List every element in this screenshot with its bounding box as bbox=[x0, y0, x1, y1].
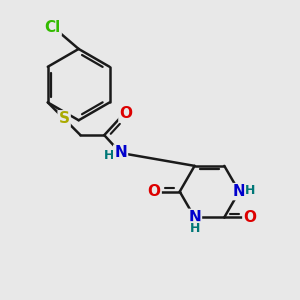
Text: H: H bbox=[190, 222, 200, 235]
Text: S: S bbox=[58, 111, 70, 126]
Text: O: O bbox=[119, 106, 132, 121]
Text: N: N bbox=[114, 146, 127, 160]
Text: O: O bbox=[148, 184, 161, 199]
Text: H: H bbox=[245, 184, 256, 196]
Text: O: O bbox=[243, 210, 256, 225]
Text: Cl: Cl bbox=[44, 20, 61, 35]
Text: N: N bbox=[188, 210, 201, 225]
Text: N: N bbox=[233, 184, 245, 199]
Text: H: H bbox=[104, 149, 115, 162]
